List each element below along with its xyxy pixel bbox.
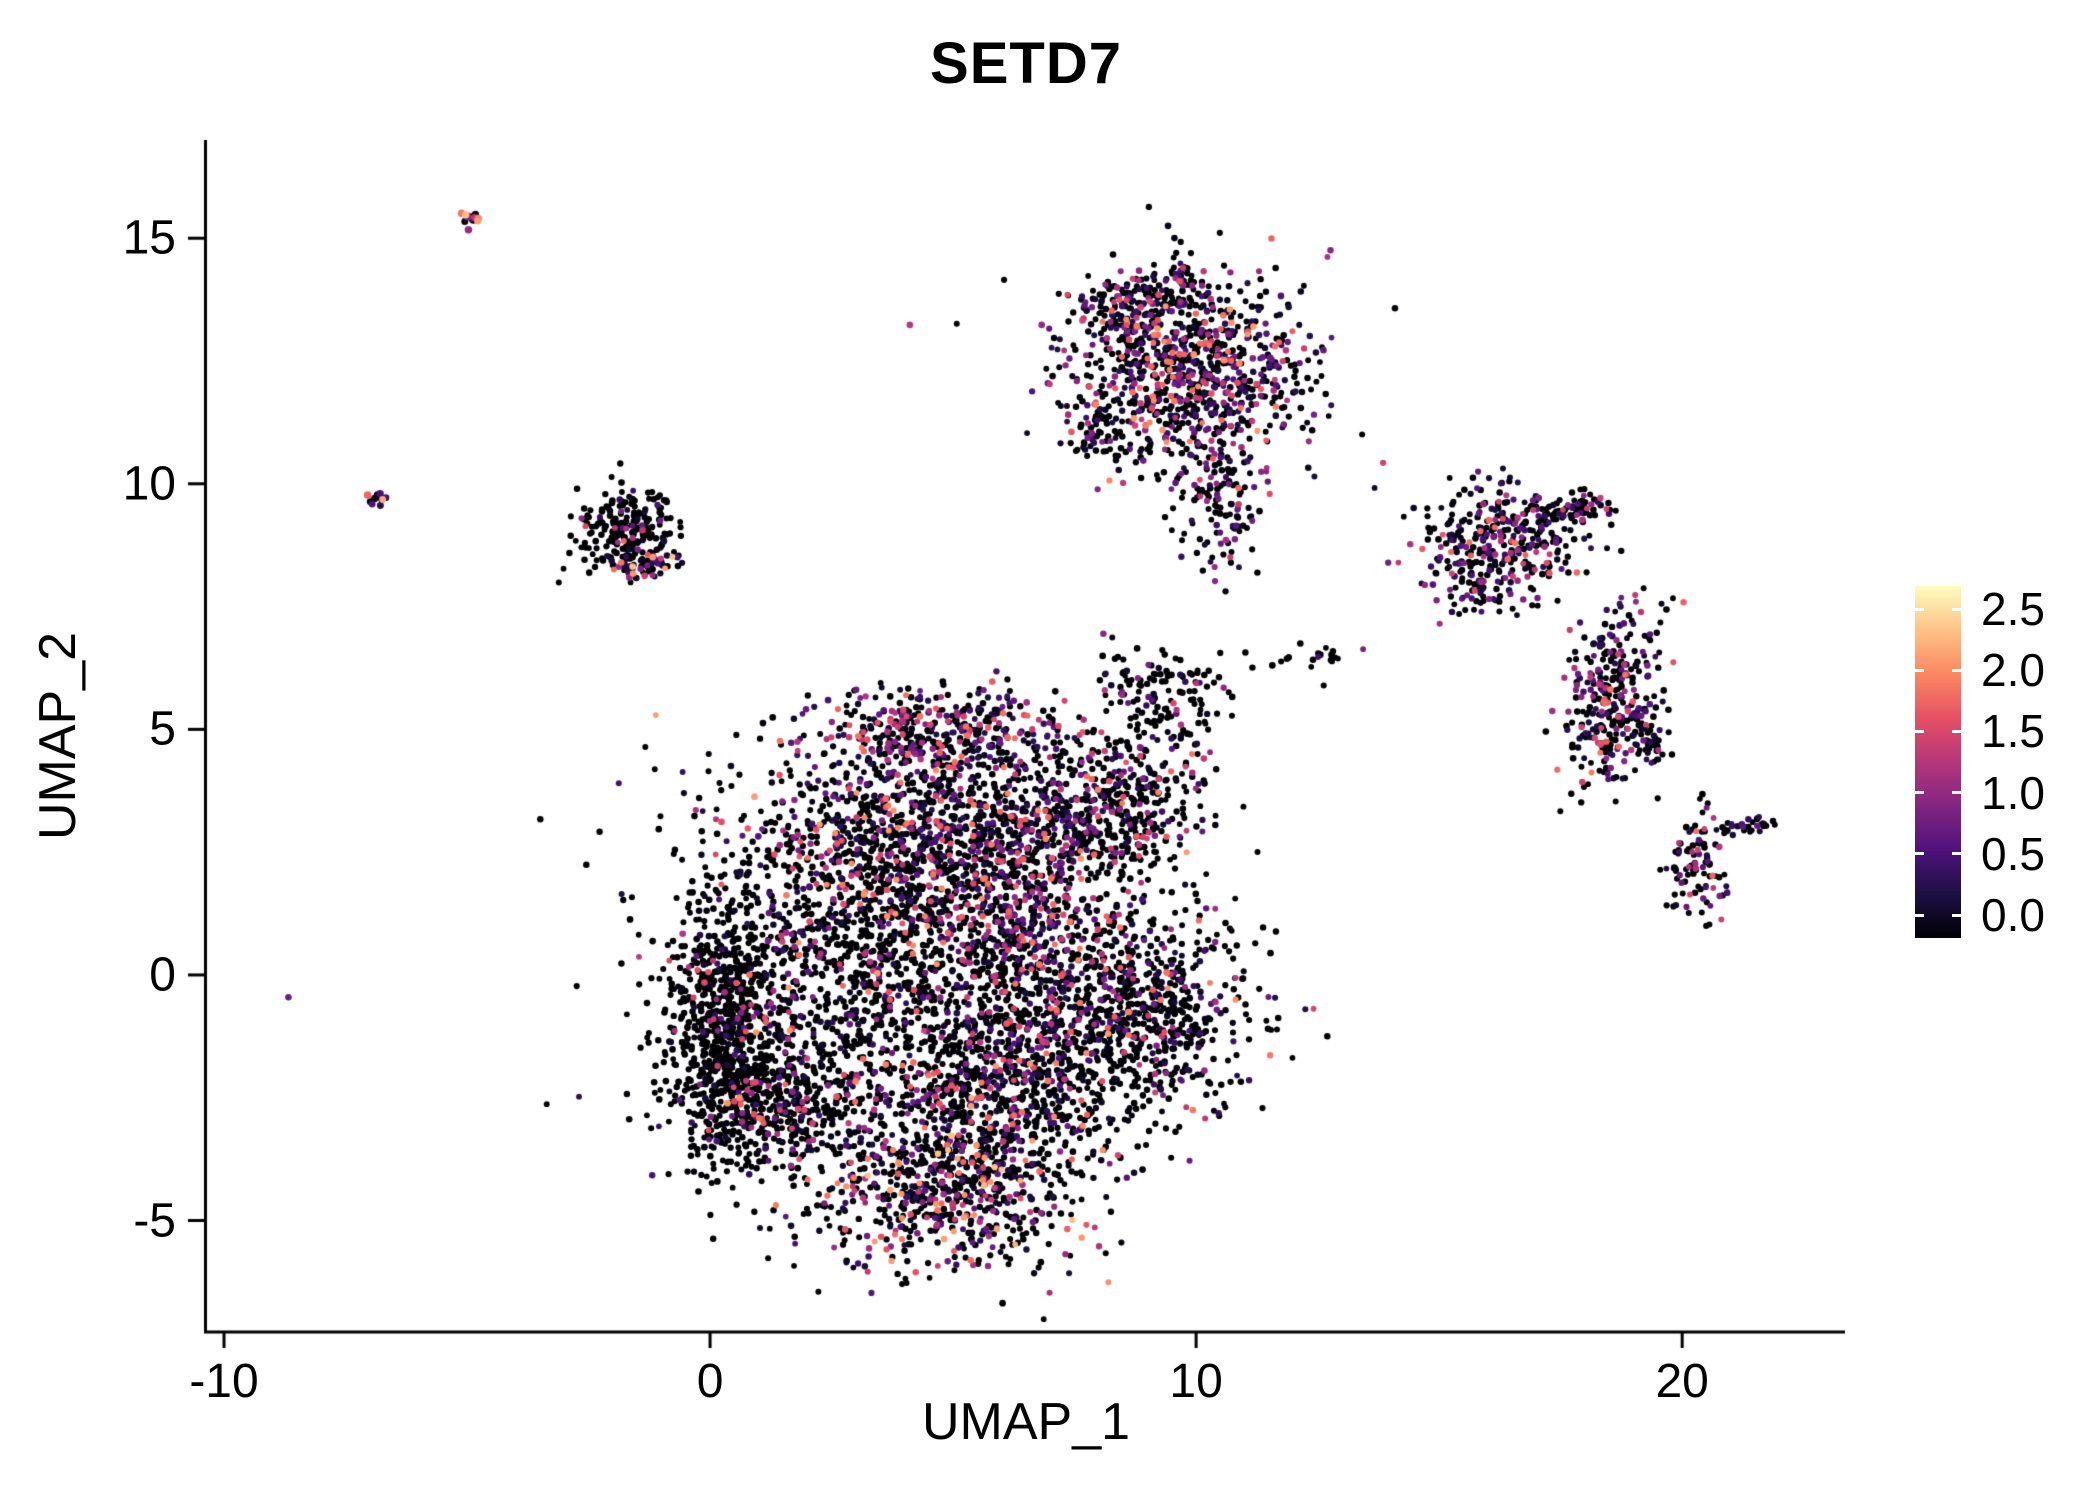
colorbar-tick-mark — [1952, 729, 1961, 733]
plot-title: SETD7 — [930, 31, 1122, 96]
colorbar-tick-label: 1.0 — [1981, 766, 2045, 819]
x-tick-label: 0 — [696, 1355, 724, 1408]
x-tick-label: 20 — [1655, 1355, 1709, 1408]
x-tick-label: 10 — [1169, 1355, 1223, 1408]
colorbar-tick-label: 0.5 — [1981, 827, 2045, 880]
colorbar-tick-mark — [1952, 607, 1961, 611]
x-axis-title: UMAP_1 — [921, 1393, 1131, 1451]
colorbar-tick-mark — [1915, 913, 1924, 917]
colorbar-tick-mark — [1952, 852, 1961, 856]
colorbar-tick-mark — [1915, 668, 1924, 672]
colorbar-gradient — [1915, 586, 1961, 938]
colorbar-tick-mark — [1915, 607, 1924, 611]
x-tick-label: -10 — [189, 1355, 259, 1408]
colorbar-tick-label: 1.5 — [1981, 705, 2045, 758]
colorbar-tick-label: 2.5 — [1981, 583, 2045, 635]
y-tick-label: 15 — [122, 211, 176, 265]
y-tick-label: 10 — [122, 457, 176, 511]
colorbar-tick-mark — [1952, 668, 1961, 672]
y-tick-label: -5 — [133, 1194, 176, 1247]
colorbar-tick-mark — [1915, 729, 1924, 733]
colorbar-tick-label: 2.0 — [1981, 644, 2045, 697]
colorbar-tick-mark — [1915, 791, 1924, 795]
y-tick-label: 5 — [149, 702, 176, 756]
y-tick-label: 0 — [149, 948, 176, 1002]
colorbar-tick-label: 0.0 — [1981, 889, 2045, 941]
colorbar-tick-mark — [1952, 791, 1961, 795]
colorbar-tick-mark — [1952, 913, 1961, 917]
colorbar-tick-mark — [1915, 852, 1924, 856]
